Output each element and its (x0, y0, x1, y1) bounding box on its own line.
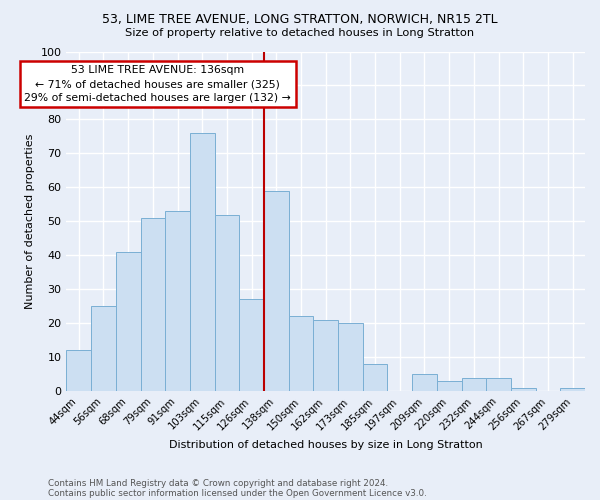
Bar (215, 214, 239, 391)
Bar (67, 350, 91, 391)
Bar (165, 211, 190, 391)
Text: Size of property relative to detached houses in Long Stratton: Size of property relative to detached ho… (125, 28, 475, 38)
Bar (91, 306, 116, 391)
Text: Contains HM Land Registry data © Crown copyright and database right 2024.: Contains HM Land Registry data © Crown c… (48, 478, 388, 488)
Bar (264, 191, 289, 391)
Text: 53 LIME TREE AVENUE: 136sqm
← 71% of detached houses are smaller (325)
29% of se: 53 LIME TREE AVENUE: 136sqm ← 71% of det… (25, 65, 291, 103)
Bar (116, 252, 140, 391)
Bar (190, 133, 215, 391)
Bar (560, 388, 585, 391)
Bar (437, 381, 461, 391)
Y-axis label: Number of detached properties: Number of detached properties (25, 134, 35, 309)
Bar (313, 320, 338, 391)
Bar (461, 378, 486, 391)
Bar (412, 374, 437, 391)
Bar (511, 388, 536, 391)
Bar (338, 323, 363, 391)
Text: Contains public sector information licensed under the Open Government Licence v3: Contains public sector information licen… (48, 488, 427, 498)
Bar (363, 364, 388, 391)
Text: 53, LIME TREE AVENUE, LONG STRATTON, NORWICH, NR15 2TL: 53, LIME TREE AVENUE, LONG STRATTON, NOR… (102, 12, 498, 26)
Bar (486, 378, 511, 391)
Bar (140, 218, 165, 391)
X-axis label: Distribution of detached houses by size in Long Stratton: Distribution of detached houses by size … (169, 440, 482, 450)
Bar (289, 316, 313, 391)
Bar (239, 300, 264, 391)
